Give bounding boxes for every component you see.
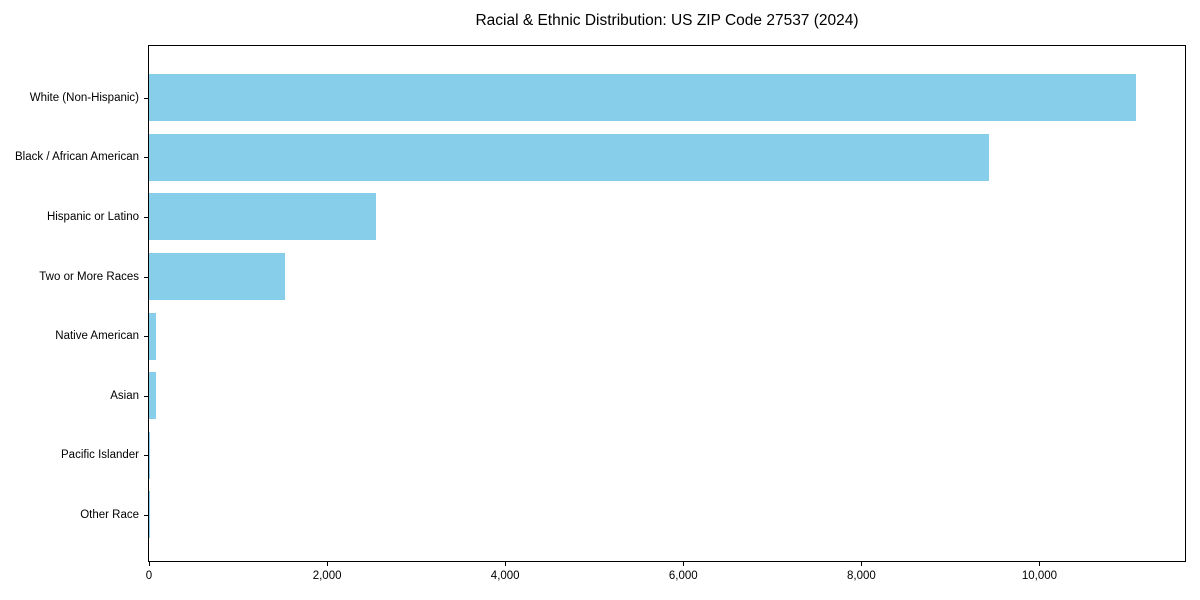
bar-row: Asian xyxy=(110,366,1185,426)
y-tick-mark xyxy=(144,514,149,516)
x-tick-label: 6,000 xyxy=(668,570,698,582)
bar xyxy=(149,74,1136,122)
y-tick-mark xyxy=(144,336,149,338)
y-axis-label: White (Non-Hispanic) xyxy=(29,91,139,104)
bar-row: Hispanic or Latino xyxy=(47,187,1185,247)
x-tick-mark xyxy=(1039,561,1041,566)
y-axis-label: Asian xyxy=(110,389,139,402)
bar xyxy=(149,253,285,301)
chart-title: Racial & Ethnic Distribution: US ZIP Cod… xyxy=(475,12,859,29)
y-axis-label: Pacific Islander xyxy=(61,449,139,462)
bars-container: White (Non-Hispanic) Black / African Amer… xyxy=(15,68,1185,545)
bar-row: Two or More Races xyxy=(39,247,1185,307)
bar xyxy=(149,431,150,479)
y-tick-mark xyxy=(144,157,149,159)
y-axis-label: Other Race xyxy=(80,508,139,521)
bar-row: Native American xyxy=(55,306,1185,366)
x-axis: 0 2,000 4,000 6,000 8,000 10,000 xyxy=(145,561,1185,600)
y-tick-mark xyxy=(144,97,149,99)
x-tick-label: 0 xyxy=(145,570,153,582)
y-axis-label: Black / African American xyxy=(15,151,139,164)
x-tick-label: 10,000 xyxy=(1021,570,1058,582)
bar-row: Pacific Islander xyxy=(61,426,1185,486)
x-tick-mark xyxy=(861,561,863,566)
bar xyxy=(149,193,377,241)
x-tick-label: 2,000 xyxy=(312,570,342,582)
y-tick-mark xyxy=(144,395,149,397)
y-tick-mark xyxy=(144,216,149,218)
y-tick-mark xyxy=(144,276,149,278)
bar-row: Other Race xyxy=(80,485,1185,545)
y-tick-mark xyxy=(144,455,149,457)
bar-row: White (Non-Hispanic) xyxy=(30,68,1185,128)
x-tick-label: 8,000 xyxy=(847,570,876,582)
y-axis-label: Native American xyxy=(55,330,139,343)
x-tick-mark xyxy=(683,561,685,566)
bar xyxy=(149,312,157,360)
x-tick-mark xyxy=(149,561,150,566)
bar-row: Black / African American xyxy=(15,128,1185,188)
y-axis-label: Two or More Races xyxy=(39,270,139,283)
x-tick-mark xyxy=(327,561,329,566)
x-tick-mark xyxy=(505,561,507,566)
y-axis-label: Hispanic or Latino xyxy=(46,210,139,223)
bar xyxy=(149,372,157,420)
bar xyxy=(149,133,989,181)
plot-area: White (Non-Hispanic) Black / African Amer… xyxy=(15,45,1186,582)
x-tick-label: 4,000 xyxy=(490,570,520,582)
